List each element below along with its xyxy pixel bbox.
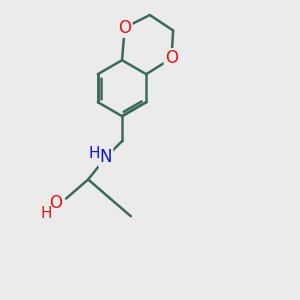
Text: N: N xyxy=(100,148,112,166)
Text: O: O xyxy=(118,19,131,37)
Text: H: H xyxy=(40,206,52,221)
Text: O: O xyxy=(49,194,62,212)
Text: O: O xyxy=(165,50,178,68)
Text: H: H xyxy=(89,146,100,161)
